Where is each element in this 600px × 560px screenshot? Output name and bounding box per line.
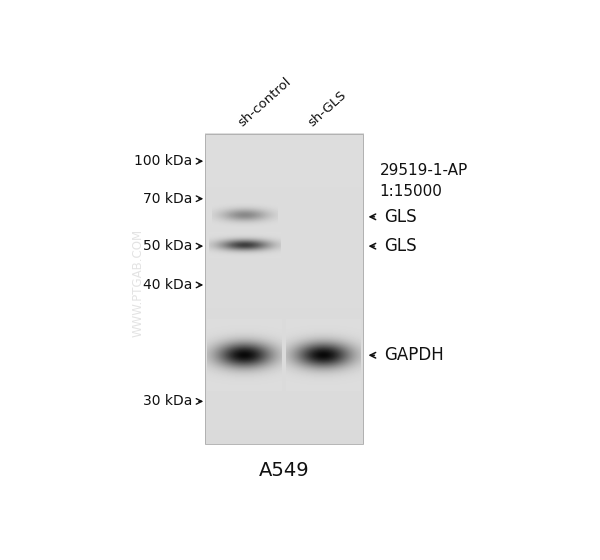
- Text: WWW.PTGAB.COM: WWW.PTGAB.COM: [131, 228, 144, 337]
- Text: GLS: GLS: [384, 237, 417, 255]
- Text: 30 kDa: 30 kDa: [143, 394, 192, 408]
- Text: 50 kDa: 50 kDa: [143, 239, 192, 253]
- Text: 70 kDa: 70 kDa: [143, 192, 192, 206]
- Text: GAPDH: GAPDH: [384, 346, 444, 364]
- Text: 100 kDa: 100 kDa: [134, 154, 192, 168]
- Text: sh-control: sh-control: [235, 76, 293, 130]
- Text: GLS: GLS: [384, 208, 417, 226]
- Bar: [205, 134, 364, 445]
- Text: 29519-1-AP
1:15000: 29519-1-AP 1:15000: [380, 164, 468, 199]
- Text: A549: A549: [259, 461, 310, 480]
- Text: sh-GLS: sh-GLS: [305, 89, 349, 130]
- Text: 40 kDa: 40 kDa: [143, 278, 192, 292]
